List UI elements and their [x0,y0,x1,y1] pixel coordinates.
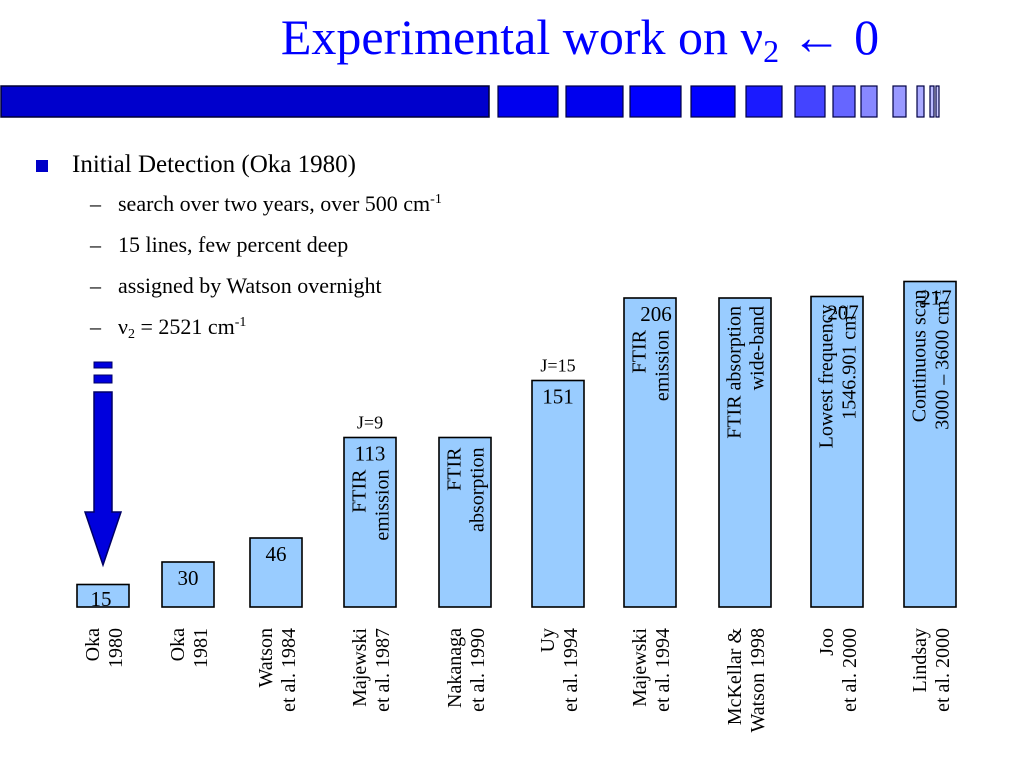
category-label: et al. 1987 [372,628,394,712]
sub-bullet-text: 15 lines, few percent deep [118,232,349,257]
category-label: Oka [82,628,104,661]
bar-annotation: 1546.901 cm-1 [836,305,861,420]
superscript: -1 [430,192,442,207]
category-label: Watson 1998 [747,628,769,733]
bullet-initial-detection: Initial Detection (Oka 1980) [34,148,634,182]
title-decoration-bar [0,85,940,118]
category-label: et al. 1984 [278,628,300,712]
bar [161,561,215,608]
bar-annotation: wide-band [747,306,769,390]
sub-bullet-lines: –15 lines, few percent deep [34,223,634,264]
data-label: 30 [178,566,199,590]
dash-icon: – [90,232,101,257]
bar-annotation: 3000 – 3600 cm-1 [929,290,954,430]
data-label: 217 [920,286,952,310]
bar [438,436,492,608]
title-bar-block [916,85,925,118]
data-label: 151 [542,385,574,409]
sub-bullet-text: = 2521 cm [134,314,235,339]
sub-bullet-search: – search over two years, over 500 cm-1 [34,182,634,223]
sub-bullet-text: assigned by Watson overnight [118,273,382,298]
bar-annotation: absorption [467,448,489,532]
category-label: Watson [255,628,277,688]
bar [531,379,585,608]
title-bar-block [832,85,856,118]
dash-icon: – [90,273,101,298]
title-bar-block [935,85,940,118]
bar [718,297,772,608]
bar-annotation: emission [372,470,394,541]
bar-annotation: Lowest frequency [816,305,838,449]
data-label: 46 [266,542,287,566]
title-bar-long-block [0,85,490,118]
dash-icon: – [90,191,101,216]
category-label: et al. 1994 [560,628,582,712]
bar [249,537,303,608]
annotation-label: J=9 [357,413,383,433]
category-label: Lindsay [909,628,931,692]
sub-bullet-frequency: – ν2 = 2521 cm-1 [34,305,634,346]
bar [343,436,397,608]
title-subscript: 2 [763,33,780,69]
title-bar-block [497,85,559,118]
bar [623,297,677,608]
dash-icon: – [90,314,101,339]
category-label: et al. 1994 [652,628,674,712]
bar [903,280,957,608]
title-bar-block [745,85,783,118]
title-main: Experimental work on ν [280,9,764,65]
bullet-main-text: Initial Detection (Oka 1980) [72,151,356,178]
title-bar-block [794,85,826,118]
title-bar-block [892,85,907,118]
bar-annotation: Continuous scan [909,290,931,423]
bullet-list: Initial Detection (Oka 1980) – search ove… [34,148,634,346]
category-label: Uy [537,628,559,652]
data-label: 206 [640,302,672,326]
bullet-square-icon [36,160,48,172]
title-bar-block [690,85,736,118]
category-label: McKellar & [724,628,746,726]
title-tail: ← 0 [779,9,880,65]
data-label: 15 [91,587,112,611]
bar [76,583,130,608]
category-label: Majewski [629,628,651,707]
category-label: Majewski [349,628,371,707]
category-label: et al. 2000 [839,628,861,712]
title-bar-blocks [497,85,940,118]
category-label: et al. 2000 [932,628,954,712]
category-label: 1980 [105,628,127,668]
title-bar-block [629,85,682,118]
nu-symbol: ν [118,314,128,339]
category-label: Joo [816,628,838,656]
title-bar-block [860,85,878,118]
bar-annotation: FTIR [629,329,651,373]
title-bar-block [929,85,935,118]
down-arrow-icon [83,361,123,568]
sub-bullet-text: search over two years, over 500 cm [118,191,431,216]
sub-bullet-assigned: – assigned by Watson overnight [34,264,634,305]
category-label: 1981 [190,628,212,668]
category-label: Nakanaga [444,628,466,708]
bar [810,295,864,608]
category-label: et al. 1990 [467,628,489,712]
slide-title: Experimental work on ν2 ← 0 [150,8,1010,70]
bar-annotation: FTIR [349,469,371,513]
title-bar-block [565,85,624,118]
bar-annotation: emission [652,330,674,401]
category-label: Oka [167,628,189,661]
superscript: -1 [234,315,247,330]
subscript: 2 [127,327,135,342]
bar-annotation: FTIR absorption [724,306,746,439]
data-label: 207 [827,301,859,325]
annotation-label: J=15 [540,356,575,376]
bar-annotation: FTIR [444,447,466,491]
data-label: 113 [355,442,386,466]
